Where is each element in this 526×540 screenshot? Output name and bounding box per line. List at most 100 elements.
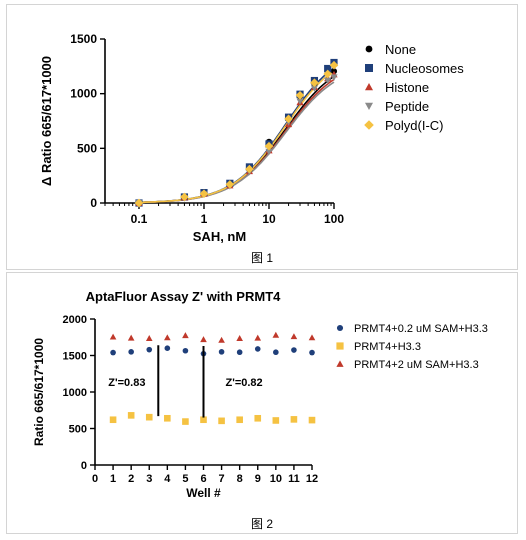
data-point bbox=[164, 334, 171, 341]
data-point bbox=[145, 335, 153, 341]
legend-label: PRMT4+2 uM SAM+H3.3 bbox=[354, 359, 479, 371]
x-tick-label: 1 bbox=[110, 473, 116, 485]
y-tick-label: 1500 bbox=[70, 32, 97, 46]
legend-marker bbox=[365, 102, 373, 110]
data-point bbox=[109, 416, 117, 424]
data-point bbox=[272, 417, 280, 424]
legend-label: PRMT4+H3.3 bbox=[354, 341, 421, 353]
x-tick-label: 2 bbox=[128, 473, 134, 485]
data-point bbox=[264, 141, 274, 151]
x-tick-label: 10 bbox=[270, 473, 282, 485]
chart-2: AptaFluor Assay Z' with PRMT4 0 500 1000 150… bbox=[32, 289, 488, 500]
data-point bbox=[308, 416, 316, 424]
data-point bbox=[291, 347, 297, 353]
x-tick-label: 5 bbox=[182, 473, 188, 485]
legend-marker bbox=[365, 83, 373, 91]
data-point bbox=[310, 85, 319, 92]
legend-marker bbox=[364, 120, 374, 130]
data-point bbox=[127, 334, 135, 341]
data-point bbox=[225, 180, 235, 189]
data-point bbox=[290, 333, 298, 340]
chart-1: 0 500 1000 1500 0.1 1 10 100 SAH, nM Δ Ratio 665/… bbox=[39, 32, 464, 244]
data-point bbox=[199, 189, 209, 199]
data-point bbox=[164, 345, 171, 352]
legend-label: PRMT4+0.2 uM SAM+H3.3 bbox=[354, 323, 488, 335]
x-tick-label: 9 bbox=[255, 473, 261, 485]
data-point bbox=[200, 416, 207, 424]
data-point bbox=[236, 416, 243, 424]
data-point bbox=[110, 349, 116, 356]
data-point bbox=[236, 349, 243, 356]
z-prime-label: Z'=0.82 bbox=[226, 377, 263, 389]
data-point bbox=[218, 336, 225, 343]
data-point bbox=[330, 74, 338, 81]
data-point bbox=[308, 334, 316, 341]
data-point bbox=[323, 69, 333, 79]
x-tick-label: 1 bbox=[201, 212, 208, 226]
y-axis-label: Ratio 665/617*1000 bbox=[32, 338, 46, 446]
y-tick-label: 1500 bbox=[63, 351, 87, 363]
data-point bbox=[272, 331, 280, 338]
x-tick-label: 12 bbox=[306, 473, 318, 485]
x-tick-label: 4 bbox=[164, 473, 171, 485]
y-tick-label: 1000 bbox=[63, 387, 87, 399]
data-point bbox=[182, 332, 189, 339]
data-point bbox=[182, 418, 189, 425]
figure-2-panel: AptaFluor Assay Z' with PRMT4 0 500 1000 150… bbox=[6, 272, 518, 534]
data-point bbox=[290, 416, 298, 423]
data-point bbox=[218, 417, 225, 425]
x-tick-label: 3 bbox=[146, 473, 152, 485]
y-axis-label: Δ Ratio 665/617*1000 bbox=[39, 56, 54, 186]
x-tick-label: 6 bbox=[200, 473, 206, 485]
y-tick-label: 500 bbox=[77, 141, 97, 155]
legend-marker bbox=[365, 64, 373, 72]
data-point bbox=[145, 413, 153, 421]
x-tick-label: 0 bbox=[92, 473, 98, 485]
y-tick-label: 500 bbox=[69, 424, 87, 436]
legend-label: None bbox=[385, 42, 416, 57]
data-point bbox=[134, 198, 144, 208]
data-point bbox=[254, 334, 262, 341]
data-point bbox=[164, 414, 171, 422]
data-point bbox=[296, 98, 304, 105]
legend-marker bbox=[336, 360, 344, 367]
data-point bbox=[284, 114, 293, 124]
x-tick-label: 0.1 bbox=[131, 212, 148, 226]
x-tick-label: 7 bbox=[219, 473, 225, 485]
data-point bbox=[309, 349, 315, 356]
x-tick-label: 100 bbox=[324, 212, 344, 226]
figure-1-caption: 图 1 bbox=[251, 251, 274, 265]
chart-title: AptaFluor Assay Z' with PRMT4 bbox=[86, 289, 282, 304]
figure-2-caption: 图 2 bbox=[251, 517, 274, 531]
figure-1-panel: 0 500 1000 1500 0.1 1 10 100 SAH, nM Δ Ratio 665/… bbox=[6, 4, 518, 270]
legend-label: Peptide bbox=[385, 99, 429, 114]
x-tick-label: 8 bbox=[237, 473, 243, 485]
data-point bbox=[265, 148, 273, 156]
data-point bbox=[128, 349, 134, 355]
legend-label: Polyd(I-C) bbox=[385, 118, 444, 133]
data-point bbox=[295, 90, 305, 100]
data-point bbox=[324, 64, 332, 73]
data-point bbox=[218, 349, 225, 355]
data-point bbox=[245, 164, 254, 174]
x-axis-label: Well # bbox=[186, 486, 221, 500]
legend-marker bbox=[336, 324, 344, 332]
data-point bbox=[329, 60, 339, 70]
data-point bbox=[146, 346, 153, 353]
fit-curve bbox=[139, 69, 335, 204]
legend-label: Nucleosomes bbox=[385, 61, 464, 76]
data-point bbox=[182, 347, 189, 354]
data-point bbox=[109, 333, 117, 340]
data-point bbox=[180, 192, 189, 202]
legend-label: Histone bbox=[385, 80, 429, 95]
y-tick-label: 2000 bbox=[63, 314, 87, 326]
x-tick-label: 10 bbox=[262, 212, 276, 226]
data-point bbox=[200, 336, 207, 343]
y-tick-label: 1000 bbox=[70, 87, 97, 101]
legend-marker bbox=[336, 342, 344, 350]
data-point bbox=[254, 346, 261, 352]
z-prime-label: Z'=0.83 bbox=[108, 377, 145, 389]
y-tick-label: 0 bbox=[90, 196, 97, 210]
data-point bbox=[254, 414, 262, 422]
